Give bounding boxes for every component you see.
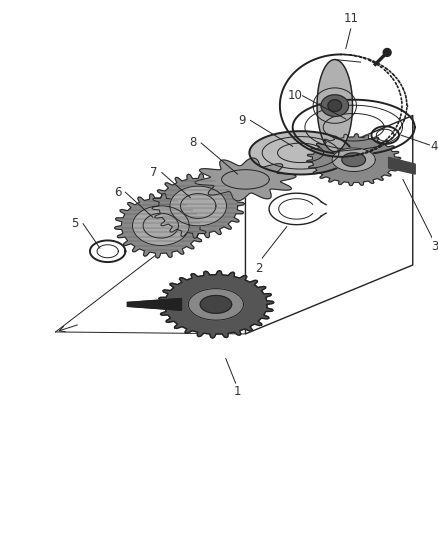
Circle shape (383, 49, 391, 56)
Polygon shape (132, 206, 189, 246)
Text: 3: 3 (431, 240, 438, 253)
Polygon shape (127, 298, 181, 310)
Text: 11: 11 (343, 12, 358, 25)
Text: 9: 9 (239, 114, 246, 127)
Polygon shape (332, 148, 375, 172)
Polygon shape (200, 295, 232, 313)
Text: 8: 8 (190, 136, 197, 149)
Polygon shape (152, 174, 244, 238)
Polygon shape (328, 100, 342, 111)
Polygon shape (114, 193, 207, 258)
Polygon shape (188, 289, 244, 320)
Text: 1: 1 (234, 385, 241, 398)
Polygon shape (307, 134, 401, 185)
Polygon shape (170, 186, 226, 226)
Polygon shape (342, 153, 365, 167)
Polygon shape (321, 95, 349, 116)
Text: 7: 7 (150, 166, 158, 179)
Polygon shape (317, 60, 353, 152)
Text: 6: 6 (114, 185, 121, 199)
Text: 10: 10 (287, 89, 302, 102)
Polygon shape (195, 158, 296, 201)
Text: 2: 2 (255, 262, 263, 275)
Polygon shape (249, 131, 352, 174)
Polygon shape (158, 271, 274, 338)
Text: 5: 5 (71, 217, 79, 230)
Text: 4: 4 (431, 140, 438, 154)
